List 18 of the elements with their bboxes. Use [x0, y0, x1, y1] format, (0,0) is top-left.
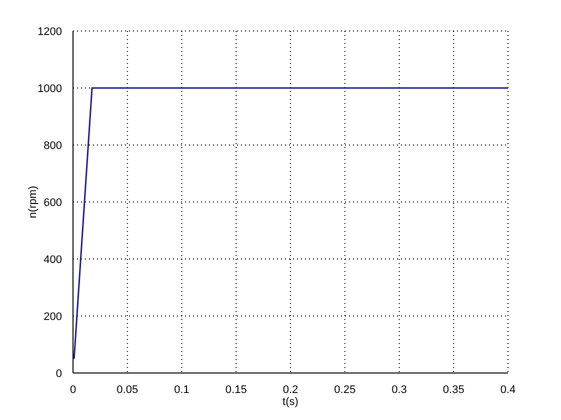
x-tick-label: 0.35: [442, 384, 464, 396]
y-tick-label: 800: [44, 140, 62, 152]
y-axis-title: n(rpm): [26, 186, 40, 218]
y-tick-label: 1000: [38, 82, 62, 95]
x-axis-title: t(s): [282, 395, 298, 409]
y-tick-label: 400: [44, 254, 62, 266]
x-tick-label: 0.2: [282, 384, 298, 396]
y-tick-label: 600: [44, 196, 62, 209]
x-tick-label: 0.1: [174, 384, 190, 396]
y-tick-label: 1200: [38, 26, 62, 38]
y-tick-label: 0: [56, 368, 62, 380]
x-tick-label: 0.15: [225, 384, 247, 396]
x-tick-label: 0.05: [116, 384, 138, 396]
x-tick-label: 0: [70, 384, 76, 396]
y-tick-label: 200: [44, 310, 62, 323]
x-tick-label: 0.25: [334, 384, 356, 396]
x-tick-label: 0.4: [500, 384, 516, 396]
x-tick-label: 0.3: [392, 384, 407, 396]
